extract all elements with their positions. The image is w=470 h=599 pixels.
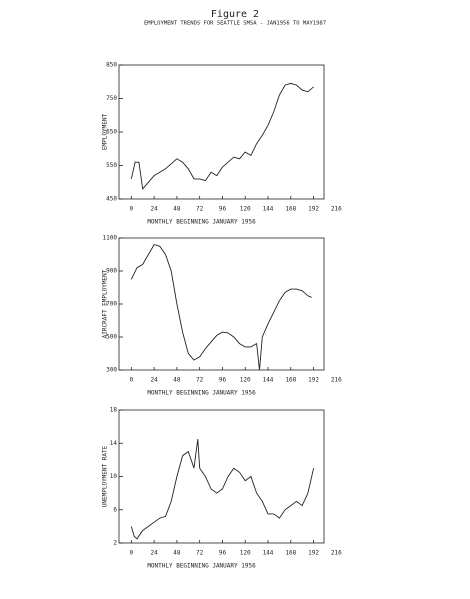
- figure-title: Figure 2: [211, 9, 259, 20]
- x-tick-label: 0: [130, 377, 134, 384]
- x-tick-label: 96: [219, 377, 227, 384]
- x-tick-label: 0: [130, 206, 134, 213]
- data-line: [130, 82, 314, 190]
- y-tick-label: 6: [113, 506, 117, 513]
- x-tick-label: 24: [150, 377, 158, 384]
- x-tick-label: 48: [173, 550, 181, 557]
- x-tick-label: 72: [196, 206, 204, 213]
- plot-frame: [118, 64, 325, 200]
- x-axis-label: MONTHLY BEGINNING JANUARY 1956: [147, 563, 256, 570]
- y-tick-label: 750: [106, 95, 117, 102]
- y-tick-label: 500: [106, 334, 117, 341]
- x-tick-label: 96: [219, 206, 227, 213]
- y-axis-label: AIRCRAFT EMPLOYMENT: [102, 269, 109, 338]
- x-tick-label: 168: [285, 206, 296, 213]
- y-tick-label: 10: [110, 473, 118, 480]
- x-tick-label: 120: [240, 206, 251, 213]
- x-tick-label: 144: [263, 377, 274, 384]
- x-tick-label: 144: [263, 550, 274, 557]
- x-tick-label: 168: [285, 550, 296, 557]
- x-tick-label: 216: [331, 206, 342, 213]
- x-tick-label: 120: [240, 377, 251, 384]
- x-tick-label: 24: [150, 550, 158, 557]
- x-tick-label: 192: [308, 377, 319, 384]
- y-tick-label: 14: [110, 440, 118, 447]
- y-tick-label: 300: [106, 367, 117, 374]
- y-tick-label: 550: [106, 162, 117, 169]
- x-tick-label: 168: [285, 377, 296, 384]
- x-tick-label: 48: [173, 377, 181, 384]
- x-tick-label: 96: [219, 550, 227, 557]
- x-tick-label: 120: [240, 550, 251, 557]
- x-tick-label: 24: [150, 206, 158, 213]
- data-line: [130, 439, 315, 540]
- x-tick-label: 72: [196, 550, 204, 557]
- figure-subtitle: EMPLOYMENT TRENDS FOR SEATTLE SMSA - JAN…: [144, 21, 326, 27]
- x-tick-label: 144: [263, 206, 274, 213]
- x-axis-label: MONTHLY BEGINNING JANUARY 1956: [147, 390, 256, 397]
- y-tick-label: 1100: [103, 235, 118, 242]
- y-tick-label: 900: [106, 268, 117, 275]
- y-tick-label: 2: [113, 540, 117, 547]
- x-tick-label: 192: [308, 206, 319, 213]
- plot-frame: [118, 409, 325, 544]
- x-tick-label: 216: [331, 377, 342, 384]
- x-tick-label: 192: [308, 550, 319, 557]
- y-axis-label: EMPLOYMENT: [102, 114, 109, 151]
- data-line: [130, 244, 312, 371]
- plot-frame: [118, 237, 325, 371]
- x-tick-label: 0: [130, 550, 134, 557]
- x-tick-label: 48: [173, 206, 181, 213]
- y-tick-label: 450: [106, 196, 117, 203]
- x-tick-label: 216: [331, 550, 342, 557]
- y-axis-label: UNEMPLOYMENT RATE: [102, 445, 109, 507]
- x-axis-label: MONTHLY BEGINNING JANUARY 1956: [147, 219, 256, 226]
- y-tick-label: 18: [110, 407, 118, 414]
- y-tick-label: 650: [106, 129, 117, 136]
- y-tick-label: 850: [106, 62, 117, 69]
- x-tick-label: 72: [196, 377, 204, 384]
- y-tick-label: 700: [106, 301, 117, 308]
